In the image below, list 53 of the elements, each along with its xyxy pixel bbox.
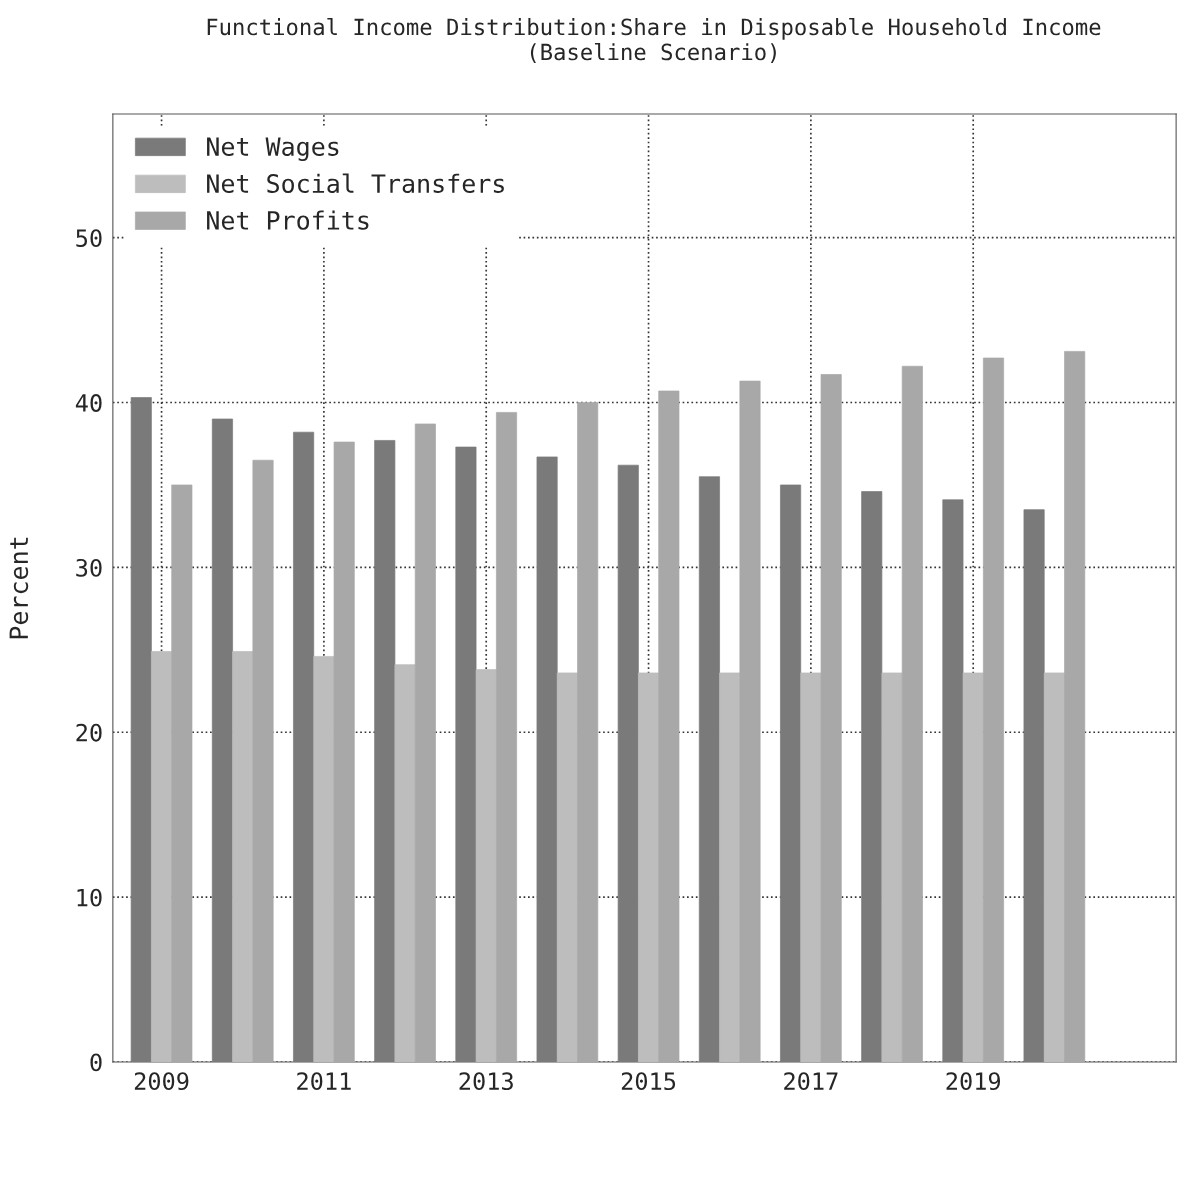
- y-tick-label: 0: [90, 1053, 102, 1072]
- y-tick-label: 20: [76, 723, 102, 742]
- bar: [556, 672, 578, 1062]
- bar: [211, 418, 233, 1062]
- y-axis-title: Percent: [9, 537, 29, 639]
- bar: [698, 476, 720, 1062]
- bar: [232, 651, 254, 1062]
- bar: [496, 412, 518, 1062]
- bar: [719, 672, 741, 1062]
- bar: [374, 440, 396, 1062]
- bar: [151, 651, 173, 1062]
- bar: [861, 491, 883, 1062]
- y-tick-label: 30: [76, 558, 102, 577]
- bar: [333, 441, 355, 1062]
- x-tick-label: 2017: [784, 1072, 838, 1091]
- bar: [1064, 351, 1086, 1062]
- bar: [617, 464, 639, 1062]
- bar: [252, 459, 274, 1062]
- bar: [394, 664, 416, 1062]
- bar: [455, 446, 477, 1062]
- bar: [130, 397, 152, 1062]
- bar: [983, 357, 1004, 1062]
- legend-label: Net Wages: [207, 137, 339, 161]
- chart-title: Functional Income Distribution:Share in Disposable Household Income (Baseline Scenario): [207, 18, 1101, 63]
- bar: [780, 484, 802, 1062]
- bar: [313, 656, 335, 1062]
- bar: [638, 672, 660, 1062]
- x-tick-label: 2009: [134, 1072, 189, 1091]
- bar: [820, 374, 842, 1062]
- bar: [881, 672, 903, 1062]
- x-tick-label: 2015: [621, 1072, 676, 1091]
- x-tick-label: 2019: [946, 1072, 1001, 1091]
- legend-label: Net Profits: [207, 210, 369, 230]
- x-tick-label: 2011: [297, 1072, 351, 1091]
- bar: [536, 456, 558, 1062]
- x-tick-label: 2013: [459, 1072, 513, 1091]
- bar: [171, 484, 193, 1062]
- bar: [739, 380, 761, 1062]
- bar: [942, 499, 964, 1062]
- bar: [414, 423, 436, 1062]
- y-tick-label: 40: [75, 394, 102, 412]
- bar: [901, 365, 923, 1062]
- y-tick-label: 10: [77, 888, 102, 907]
- bar: [475, 669, 497, 1062]
- bar: [800, 672, 822, 1062]
- bar: [658, 390, 680, 1062]
- bar: [962, 672, 984, 1062]
- bar: [577, 402, 599, 1062]
- bar: [293, 431, 315, 1062]
- bar: [1023, 509, 1045, 1062]
- legend-label: Net Social Transfers: [207, 173, 504, 193]
- bar: [1043, 672, 1065, 1062]
- y-tick-label: 50: [76, 229, 102, 248]
